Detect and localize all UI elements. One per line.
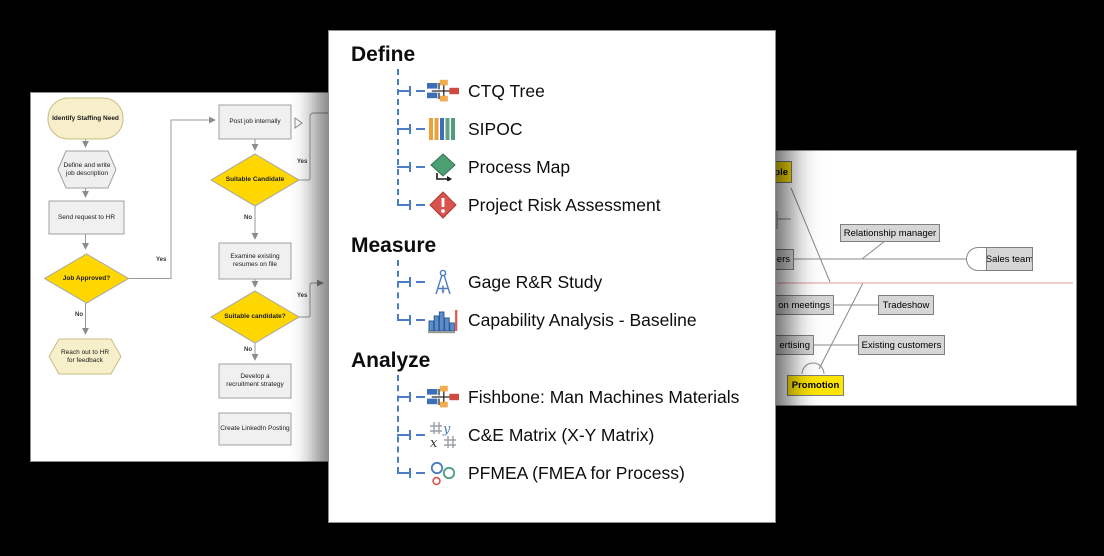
ctq-tree-icon: [427, 79, 459, 103]
branch-label-yes: Yes: [297, 159, 308, 165]
fishbone-lines: [776, 187, 966, 375]
define-items: CTQ Tree SIPOC Process Map: [351, 69, 775, 224]
branch-tick: [397, 86, 425, 96]
tool-item-label: Process Map: [468, 156, 571, 177]
shape-reach-out-hr[interactable]: [48, 338, 122, 375]
analyze-items: Fishbone: Man Machines Materials y x C&E…: [351, 375, 775, 492]
branch-label-no: No: [244, 215, 252, 221]
node-label: Identify Staffing Need: [52, 114, 119, 122]
xy-matrix-icon: y x: [427, 421, 459, 449]
exit-arrow-icon: [294, 117, 303, 129]
tool-item-label: CTQ Tree: [468, 80, 545, 101]
shape-identify-staffing-need[interactable]: [47, 97, 124, 140]
fishbone-icon: [427, 385, 459, 409]
branch-tick: [397, 430, 425, 440]
tool-item-process-map[interactable]: Process Map: [351, 148, 775, 186]
process-map-icon: [427, 153, 459, 181]
shape-post-job-internally[interactable]: [218, 104, 292, 140]
branch-label-yes: Yes: [297, 293, 308, 299]
shape-create-linkedin-posting[interactable]: [218, 412, 292, 446]
section-title-define: Define: [351, 43, 416, 66]
fishbone-box-promotion[interactable]: Promotion: [787, 375, 844, 396]
tool-item-pfmea[interactable]: PFMEA (FMEA for Process): [351, 454, 775, 492]
fishbone-window: ple ers Relationship manager Sales team …: [745, 150, 1077, 406]
tool-item-ce-matrix[interactable]: y x C&E Matrix (X-Y Matrix): [351, 416, 775, 454]
node-label: Define and write job description: [63, 161, 111, 177]
tool-item-project-risk[interactable]: Project Risk Assessment: [351, 186, 775, 224]
tool-item-label: Fishbone: Man Machines Materials: [468, 386, 740, 407]
svg-text:x: x: [430, 436, 438, 449]
node-label: Suitable Candidate: [225, 176, 285, 184]
branch-tick: [397, 124, 425, 134]
shape-define-job-description[interactable]: [57, 150, 117, 189]
branch-tick: [397, 200, 425, 210]
tool-item-label: Project Risk Assessment: [468, 194, 661, 215]
shape-examine-resumes[interactable]: [218, 242, 292, 280]
node-label: Job Approved?: [62, 274, 111, 282]
shape-suitable-candidate-2[interactable]: [210, 290, 300, 344]
tool-item-label: Capability Analysis - Baseline: [468, 309, 697, 330]
shape-develop-strategy[interactable]: [218, 363, 292, 399]
branch-tick: [397, 315, 425, 325]
branch-label-no: No: [75, 312, 83, 318]
sipoc-icon: [427, 118, 459, 140]
fish-head-label: Sales team: [986, 247, 1033, 271]
node-label: Send request to HR: [57, 213, 116, 221]
tool-item-label: C&E Matrix (X-Y Matrix): [468, 424, 655, 445]
tool-item-fishbone[interactable]: Fishbone: Man Machines Materials: [351, 378, 775, 416]
branch-tick: [397, 162, 425, 172]
node-label: Develop a recruitment strategy: [226, 373, 284, 388]
tool-item-ctq-tree[interactable]: CTQ Tree: [351, 72, 775, 110]
tool-item-sipoc[interactable]: SIPOC: [351, 110, 775, 148]
node-label: Post job internally: [229, 118, 281, 126]
fishbone-box-existing-customers[interactable]: Existing customers: [858, 335, 945, 355]
tool-item-capability[interactable]: Capability Analysis - Baseline: [351, 301, 775, 339]
fishbone-box-relationship-manager[interactable]: Relationship manager: [840, 224, 940, 242]
svg-text:y: y: [442, 422, 451, 437]
flow-connectors: [82, 112, 345, 361]
node-label: Examine existing resumes on file: [230, 253, 280, 268]
shape-job-approved[interactable]: [43, 253, 130, 304]
tool-item-label: SIPOC: [468, 118, 523, 139]
capability-icon: [427, 307, 459, 334]
node-label: Create LinkedIn Posting: [220, 425, 290, 433]
branch-label-no: No: [244, 347, 252, 353]
fishbone-box-tradeshow[interactable]: Tradeshow: [878, 295, 934, 315]
measure-items: Gage R&R Study Capability Analysis - Bas…: [351, 260, 775, 339]
tool-item-label: PFMEA (FMEA for Process): [468, 462, 685, 483]
flowchart-window: Identify Staffing Need Define and write …: [30, 92, 346, 462]
tree-line: [397, 260, 399, 320]
tool-item-label: Gage R&R Study: [468, 271, 603, 292]
fishbone-head-sales-team[interactable]: Sales team: [966, 247, 1033, 271]
gage-rr-icon: [427, 269, 459, 296]
fishbone-canvas: [776, 187, 1073, 375]
branch-label-yes: Yes: [156, 257, 167, 263]
shape-send-request-hr[interactable]: [48, 200, 125, 235]
tool-tree-window: Define CTQ Tree SIPOC: [328, 30, 776, 523]
shape-suitable-candidate-1[interactable]: [210, 153, 300, 207]
tool-item-gage-rr[interactable]: Gage R&R Study: [351, 263, 775, 301]
section-title-measure: Measure: [351, 234, 437, 257]
section-title-analyze: Analyze: [351, 349, 431, 372]
line-jump-arc: [801, 362, 825, 375]
node-label: Suitable candidate?: [224, 313, 286, 321]
pfmea-icon: [427, 459, 459, 487]
risk-assessment-icon: [427, 191, 459, 219]
flowchart-canvas: [43, 97, 345, 446]
branch-tick: [397, 277, 425, 287]
tree-line: [397, 375, 399, 473]
branch-tick: [397, 468, 425, 478]
tree-line: [397, 69, 399, 205]
node-label: Reach out to HR for feedback: [60, 348, 110, 364]
branch-tick: [397, 392, 425, 402]
